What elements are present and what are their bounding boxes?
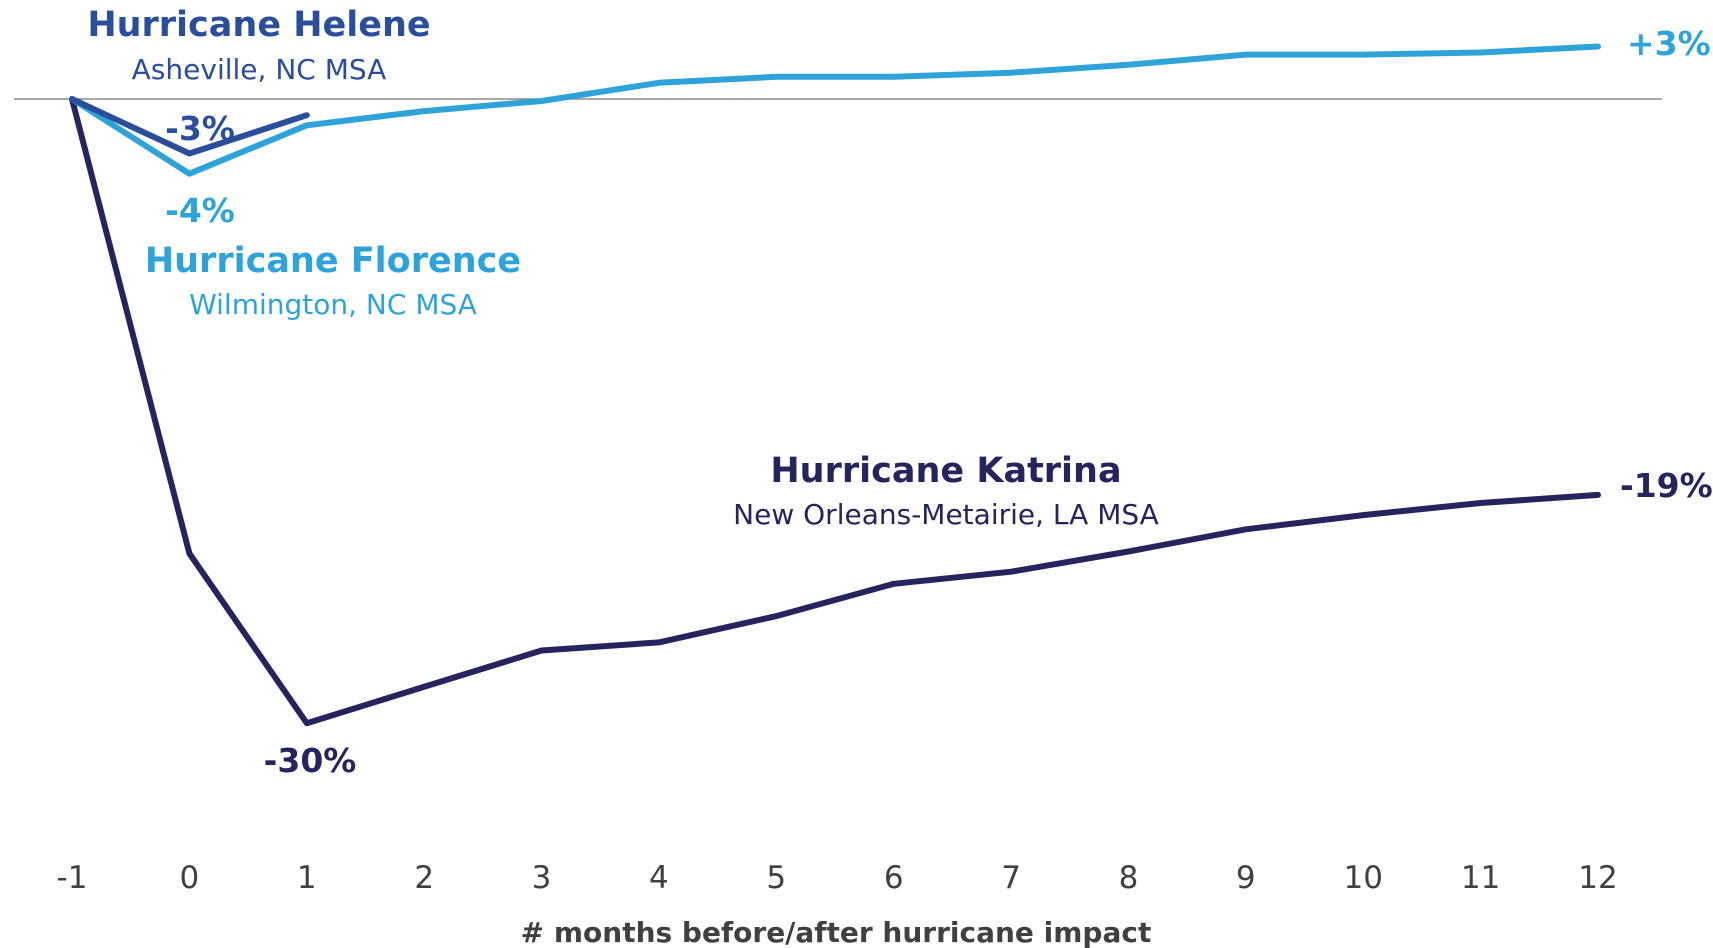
x-tick-label: 8 <box>1119 860 1139 896</box>
x-tick-label: 10 <box>1343 860 1382 896</box>
x-tick-label: 5 <box>766 860 786 896</box>
x-tick-label: 0 <box>180 860 200 896</box>
data-label-florence-month-12: +3% <box>1627 24 1711 63</box>
data-label-katrina-month-1: -30% <box>264 741 357 780</box>
series-title-katrina: Hurricane Katrina <box>770 451 1121 491</box>
data-label-katrina-month-12: -19% <box>1620 466 1713 505</box>
x-tick-label: 7 <box>1001 860 1021 896</box>
x-axis-label: # months before/after hurricane impact <box>521 916 1152 948</box>
x-tick-label: -1 <box>57 860 88 896</box>
x-tick-label: 12 <box>1578 860 1617 896</box>
series-line-hurricane-katrina <box>69 96 1601 727</box>
series-subtitle-florence: Wilmington, NC MSA <box>189 288 477 321</box>
x-tick-label: 2 <box>414 860 434 896</box>
x-tick-label: 4 <box>649 860 669 896</box>
x-tick-label: 3 <box>532 860 552 896</box>
series-subtitle-helene: Asheville, NC MSA <box>132 53 387 86</box>
data-label-florence-month-0: -4% <box>165 191 235 230</box>
series-subtitle-katrina: New Orleans-Metairie, LA MSA <box>733 498 1159 531</box>
x-tick-label: 9 <box>1236 860 1256 896</box>
x-tick-label: 6 <box>884 860 904 896</box>
x-tick-label: 11 <box>1461 860 1500 896</box>
x-tick-label: 1 <box>297 860 317 896</box>
series-title-florence: Hurricane Florence <box>145 241 521 281</box>
series-line-hurricane-florence <box>69 43 1601 177</box>
data-label-helene-month-0: -3% <box>165 109 235 148</box>
series-title-helene: Hurricane Helene <box>87 5 430 45</box>
series-line-hurricane-helene <box>69 96 310 157</box>
